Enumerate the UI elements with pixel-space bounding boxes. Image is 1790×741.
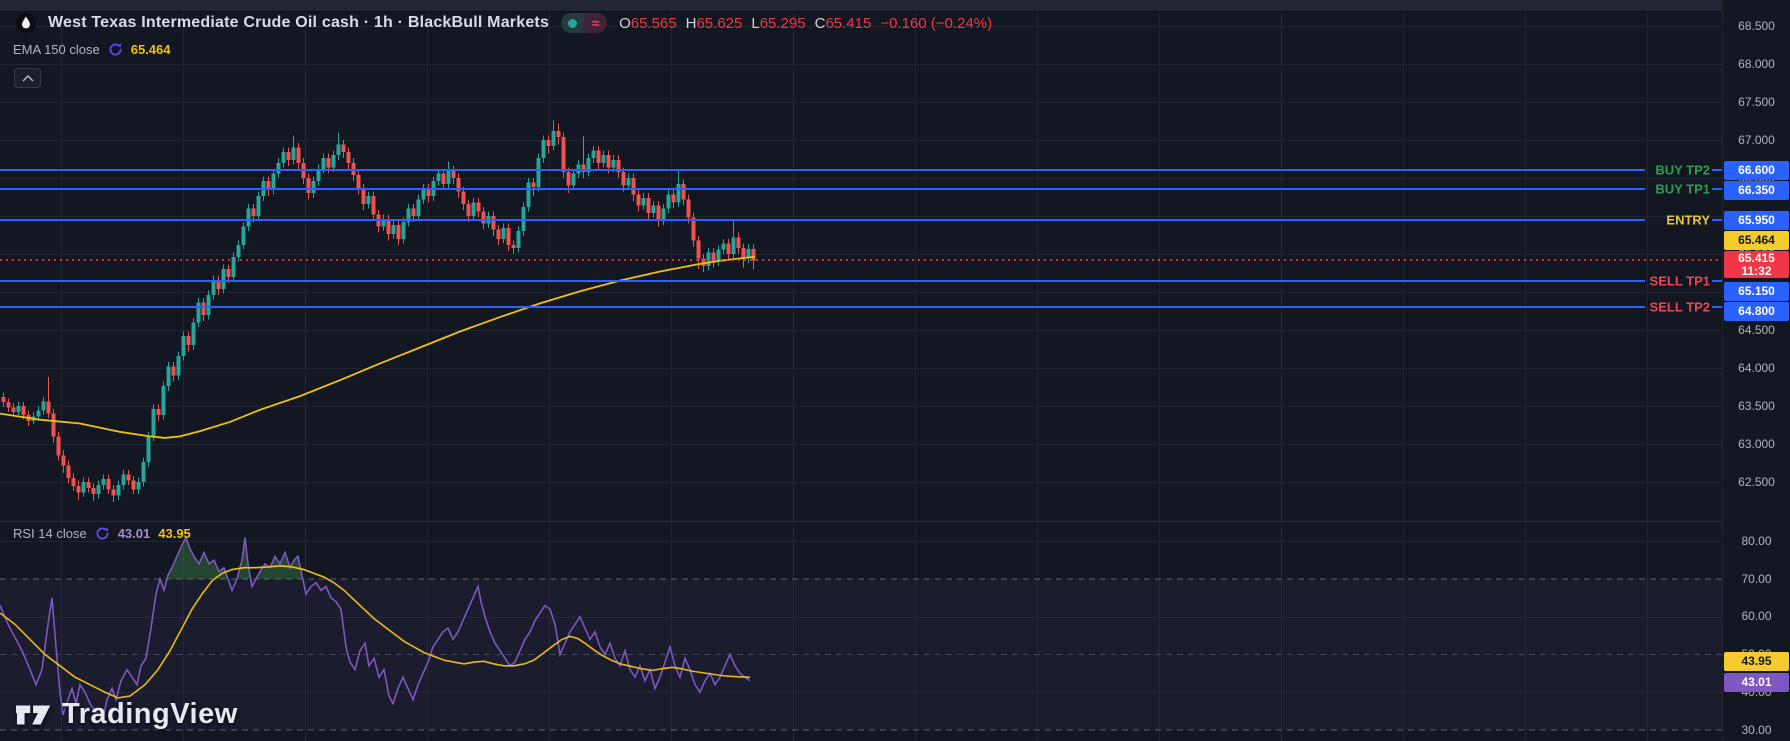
rsi-band-fill — [0, 579, 1722, 730]
collapse-pane-button[interactable] — [14, 68, 41, 88]
refresh-icon[interactable] — [108, 42, 123, 57]
rsi-tick-60.00: 60.00 — [1741, 609, 1772, 624]
axis-price-label-65.150: 65.150 — [1724, 282, 1789, 301]
axis-price-label-66.600: 66.600 — [1724, 160, 1789, 180]
price-tick-64.000: 64.000 — [1738, 360, 1775, 375]
symbol-title[interactable]: West Texas Intermediate Crude Oil cash ·… — [48, 14, 550, 31]
axis-price-label-43.95: 43.95 — [1724, 652, 1789, 671]
level-line-stub — [1712, 306, 1722, 309]
price-tick-67.000: 67.000 — [1738, 132, 1775, 147]
close-label: C — [814, 14, 826, 32]
window-chrome-strip — [0, 0, 1790, 12]
level-line-sell-tp1[interactable] — [0, 279, 1645, 282]
pane-separator[interactable] — [0, 521, 1722, 522]
level-label-entry: ENTRY — [1666, 212, 1710, 228]
rsi-tick-30.00: 30.00 — [1741, 722, 1772, 737]
axis-price-label-65.950: 65.950 — [1724, 210, 1789, 230]
axis-price-label-65.415: 65.415 11:32 — [1724, 250, 1789, 278]
level-label-sell-tp1: SELL TP1 — [1649, 273, 1710, 289]
level-line-sell-tp2[interactable] — [0, 306, 1645, 309]
price-tick-68.000: 68.000 — [1738, 56, 1775, 71]
oil-drop-icon — [16, 13, 36, 33]
level-line-entry[interactable] — [0, 218, 1645, 221]
low-label: L — [751, 14, 760, 32]
ema-legend[interactable]: EMA 150 close 65.464 — [13, 42, 170, 57]
indicator-status-capsule[interactable]: ≈ — [561, 13, 608, 33]
high-value: 65.625 — [696, 14, 743, 32]
tradingview-logo-icon — [16, 705, 51, 724]
tradingview-watermark[interactable]: TradingView — [16, 698, 238, 731]
axis-price-label-43.01: 43.01 — [1724, 672, 1789, 692]
axis-price-label-64.800: 64.800 — [1724, 302, 1789, 321]
price-scale-axis[interactable]: 68.50068.00067.50067.00066.50066.00065.5… — [1722, 0, 1790, 741]
level-label-buy-tp2: BUY TP2 — [1655, 162, 1710, 178]
rsi-label: RSI 14 close — [13, 526, 87, 541]
level-line-buy-tp1[interactable] — [0, 188, 1645, 191]
level-line-buy-tp2[interactable] — [0, 169, 1645, 172]
high-label: H — [685, 14, 697, 32]
status-dot-icon — [561, 13, 585, 33]
change-value: −0.160 (−0.24%) — [880, 14, 993, 32]
price-tick-63.500: 63.500 — [1738, 398, 1775, 413]
open-value: 65.565 — [630, 14, 677, 32]
level-line-stub — [1712, 218, 1722, 221]
level-label-sell-tp2: SELL TP2 — [1649, 299, 1710, 315]
price-tick-68.500: 68.500 — [1738, 18, 1775, 33]
axis-price-label-66.350: 66.350 — [1724, 180, 1789, 200]
rsi-ma-value: 43.95 — [158, 526, 191, 541]
rsi-legend[interactable]: RSI 14 close 43.01 43.95 — [13, 526, 191, 541]
candlestick-series[interactable] — [1, 120, 756, 502]
level-line-stub — [1712, 279, 1722, 282]
rsi-value: 43.01 — [117, 526, 151, 541]
rsi-tick-80.00: 80.00 — [1741, 533, 1772, 548]
price-tick-67.500: 67.500 — [1738, 94, 1775, 109]
watermark-text: TradingView — [62, 698, 238, 730]
low-value: 65.295 — [759, 14, 806, 32]
current-price-line[interactable] — [0, 259, 1722, 262]
ema-value: 65.464 — [130, 42, 171, 57]
axis-price-label-65.464: 65.464 — [1724, 231, 1789, 250]
close-value: 65.415 — [825, 14, 872, 32]
chevron-up-icon — [21, 74, 34, 82]
status-approx-icon: ≈ — [584, 13, 608, 33]
ema-label: EMA 150 close — [13, 42, 100, 57]
ohlc-readout: O65.565 H65.625 L65.295 C65.415 −0.160 (… — [619, 15, 992, 32]
level-label-buy-tp1: BUY TP1 — [1655, 181, 1710, 197]
ema-line[interactable] — [0, 255, 756, 439]
open-label: O — [619, 14, 631, 32]
level-line-stub — [1712, 188, 1722, 191]
price-tick-62.500: 62.500 — [1738, 474, 1775, 489]
price-tick-64.500: 64.500 — [1738, 322, 1775, 337]
refresh-icon[interactable] — [95, 526, 110, 541]
level-line-stub — [1712, 169, 1722, 172]
price-tick-63.000: 63.000 — [1738, 436, 1775, 451]
rsi-tick-70.00: 70.00 — [1741, 571, 1772, 586]
symbol-legend[interactable]: West Texas Intermediate Crude Oil cash ·… — [16, 13, 992, 33]
